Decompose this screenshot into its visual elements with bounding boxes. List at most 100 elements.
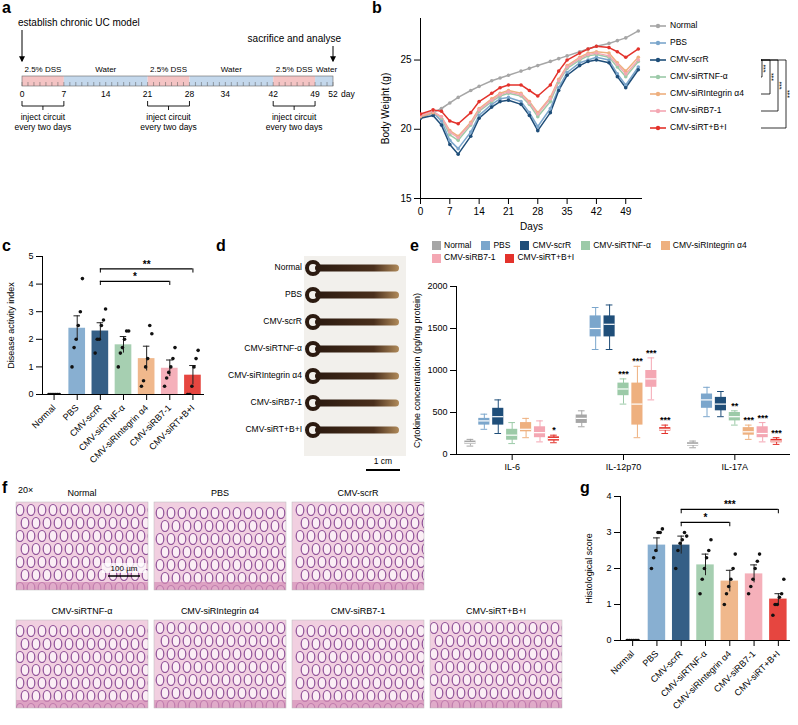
svg-text:CMV-siRT+B+I: CMV-siRT+B+I — [466, 606, 526, 616]
svg-text:PBS: PBS — [211, 488, 229, 498]
svg-text:inject circuit: inject circuit — [146, 112, 191, 122]
svg-text:7: 7 — [61, 89, 66, 99]
svg-text:2.5% DSS: 2.5% DSS — [276, 65, 313, 74]
svg-text:Body Weight (g): Body Weight (g) — [380, 73, 391, 145]
svg-text:14: 14 — [474, 206, 486, 217]
svg-text:IL-6: IL-6 — [504, 462, 520, 472]
svg-text:21: 21 — [143, 89, 153, 99]
svg-text:CMV-siRIntegrin α4: CMV-siRIntegrin α4 — [670, 88, 744, 98]
svg-text:28: 28 — [185, 89, 195, 99]
svg-text:*: * — [552, 425, 556, 435]
svg-text:Normal: Normal — [30, 403, 58, 431]
svg-text:42: 42 — [268, 89, 278, 99]
svg-text:***: *** — [762, 64, 769, 72]
svg-text:IL-17A: IL-17A — [722, 462, 749, 472]
svg-text:CMV-siRTNF-α: CMV-siRTNF-α — [670, 71, 728, 81]
svg-text:*: * — [133, 271, 137, 282]
svg-text:establish chronic UC model: establish chronic UC model — [18, 17, 140, 28]
svg-text:day: day — [341, 89, 355, 99]
svg-text:CMV-siRB7-1: CMV-siRB7-1 — [331, 606, 386, 616]
svg-text:CMV-siRIntegrin α4: CMV-siRIntegrin α4 — [181, 606, 259, 616]
svg-text:1500: 1500 — [427, 323, 447, 333]
svg-text:every two days: every two days — [15, 122, 72, 132]
svg-text:2.5% DSS: 2.5% DSS — [150, 65, 187, 74]
svg-text:Normal: Normal — [275, 262, 303, 272]
svg-text:Normal: Normal — [670, 20, 698, 30]
svg-text:inject circuit: inject circuit — [21, 112, 66, 122]
svg-text:Days: Days — [520, 221, 543, 232]
svg-text:*: * — [704, 512, 708, 523]
svg-text:CMV-siRIntegrin α4: CMV-siRIntegrin α4 — [228, 370, 302, 380]
svg-text:1: 1 — [606, 599, 611, 609]
svg-text:***: *** — [771, 428, 782, 438]
svg-text:Water: Water — [95, 65, 116, 74]
svg-text:***: *** — [786, 90, 793, 98]
svg-text:PBS: PBS — [285, 289, 302, 299]
svg-text:Histological score: Histological score — [584, 533, 594, 604]
svg-text:Cytokine concentration (pg/mg: Cytokine concentration (pg/mg protein) — [412, 293, 422, 448]
svg-text:PBS: PBS — [670, 37, 687, 47]
svg-text:CMV-siRB7-1: CMV-siRB7-1 — [670, 105, 722, 115]
svg-text:14: 14 — [101, 89, 111, 99]
svg-text:***: *** — [646, 348, 657, 358]
svg-text:15: 15 — [400, 193, 412, 204]
svg-text:***: *** — [660, 415, 671, 425]
svg-text:***: *** — [724, 499, 736, 510]
svg-text:PBS: PBS — [641, 649, 661, 669]
svg-text:Disease activity index: Disease activity index — [6, 282, 16, 369]
svg-text:every two days: every two days — [140, 122, 197, 132]
svg-text:CMV-siRTNF-α: CMV-siRTNF-α — [51, 606, 112, 616]
svg-text:***: *** — [618, 369, 629, 379]
svg-text:1 cm: 1 cm — [374, 456, 392, 466]
svg-text:0: 0 — [606, 635, 611, 645]
svg-text:Water: Water — [221, 65, 242, 74]
svg-text:PBS: PBS — [61, 403, 81, 423]
svg-text:0: 0 — [28, 389, 33, 399]
svg-text:CMV-siRTNF-α: CMV-siRTNF-α — [244, 343, 302, 353]
svg-text:***: *** — [770, 73, 777, 81]
svg-text:CMV-siRB7-1: CMV-siRB7-1 — [251, 397, 303, 407]
svg-text:***: *** — [778, 81, 785, 89]
svg-text:sacrifice and analyse: sacrifice and analyse — [248, 33, 342, 44]
svg-text:CMV-scrR: CMV-scrR — [338, 488, 379, 498]
svg-text:0: 0 — [20, 89, 25, 99]
svg-text:500: 500 — [432, 407, 447, 417]
svg-text:2: 2 — [606, 563, 611, 573]
svg-text:21: 21 — [503, 206, 515, 217]
svg-text:**: ** — [731, 401, 739, 411]
svg-text:Normal: Normal — [67, 488, 96, 498]
svg-text:CMV-siRT+B+I: CMV-siRT+B+I — [732, 649, 781, 698]
svg-text:3: 3 — [606, 527, 611, 537]
svg-text:***: *** — [743, 415, 754, 425]
svg-text:2: 2 — [28, 334, 33, 344]
svg-text:0: 0 — [418, 206, 424, 217]
svg-text:CMV-siRT+B+I: CMV-siRT+B+I — [245, 424, 302, 434]
svg-text:2000: 2000 — [427, 281, 447, 291]
svg-text:***: *** — [757, 413, 768, 423]
svg-text:IL-12p70: IL-12p70 — [606, 462, 642, 472]
svg-text:42: 42 — [591, 206, 603, 217]
svg-text:52: 52 — [328, 89, 338, 99]
svg-text:***: *** — [632, 356, 643, 366]
svg-text:20×: 20× — [18, 485, 33, 495]
svg-text:49: 49 — [620, 206, 632, 217]
svg-text:Water: Water — [316, 65, 337, 74]
svg-text:100 µm: 100 µm — [111, 564, 138, 573]
svg-text:34: 34 — [221, 89, 231, 99]
svg-text:CMV-siRT+B+I: CMV-siRT+B+I — [147, 403, 196, 452]
svg-text:inject circuit: inject circuit — [272, 112, 317, 122]
svg-text:28: 28 — [532, 206, 544, 217]
svg-text:5: 5 — [28, 251, 33, 261]
svg-text:0: 0 — [442, 449, 447, 459]
svg-text:CMV-scrR: CMV-scrR — [670, 54, 709, 64]
svg-text:**: ** — [143, 259, 151, 270]
svg-text:CMV-siRT+B+I: CMV-siRT+B+I — [670, 122, 727, 132]
svg-text:1: 1 — [28, 362, 33, 372]
svg-text:35: 35 — [562, 206, 574, 217]
svg-text:7: 7 — [447, 206, 453, 217]
svg-text:4: 4 — [28, 279, 33, 289]
svg-text:4: 4 — [606, 491, 611, 501]
svg-text:25: 25 — [400, 54, 412, 65]
svg-text:20: 20 — [400, 123, 412, 134]
svg-text:Normal: Normal — [609, 649, 637, 677]
